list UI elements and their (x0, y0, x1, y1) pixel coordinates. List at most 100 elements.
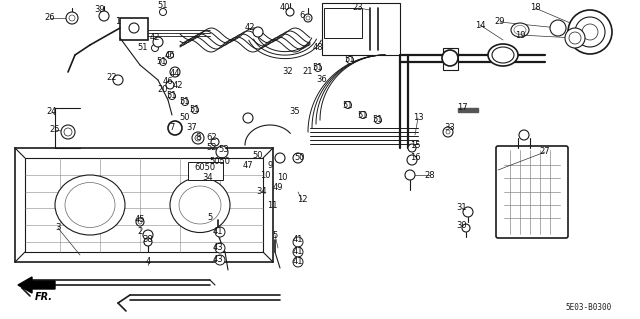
Circle shape (243, 113, 253, 123)
Circle shape (215, 227, 225, 237)
Text: 49: 49 (273, 183, 284, 192)
Text: 30: 30 (457, 220, 467, 229)
Circle shape (463, 207, 473, 217)
Circle shape (182, 99, 189, 106)
Ellipse shape (488, 44, 518, 66)
Circle shape (170, 67, 180, 77)
Ellipse shape (65, 182, 115, 227)
Text: 17: 17 (457, 103, 467, 113)
Circle shape (195, 135, 201, 141)
Text: 45: 45 (135, 216, 145, 225)
Text: 43: 43 (212, 243, 223, 253)
Ellipse shape (170, 177, 230, 233)
Text: 34: 34 (203, 174, 213, 182)
Ellipse shape (492, 47, 514, 63)
Circle shape (314, 64, 321, 71)
Text: 51: 51 (358, 110, 368, 120)
Circle shape (211, 138, 219, 146)
Text: 35: 35 (290, 108, 300, 116)
Circle shape (293, 257, 303, 267)
Text: 41: 41 (292, 248, 303, 256)
Text: 25: 25 (50, 125, 60, 135)
Circle shape (293, 247, 303, 257)
Text: 6: 6 (300, 11, 305, 19)
Text: 11: 11 (267, 201, 277, 210)
Text: 51: 51 (180, 98, 190, 107)
Circle shape (442, 50, 458, 66)
Text: 8: 8 (195, 133, 201, 143)
Circle shape (408, 144, 416, 152)
Text: 5050: 5050 (209, 158, 230, 167)
Circle shape (446, 130, 450, 134)
Text: 5: 5 (207, 213, 212, 222)
Text: 32: 32 (283, 68, 293, 77)
Text: 24: 24 (47, 108, 57, 116)
Text: 31: 31 (457, 204, 467, 212)
Text: 40: 40 (280, 4, 291, 12)
Ellipse shape (55, 175, 125, 235)
Text: 37: 37 (187, 123, 197, 132)
Circle shape (293, 153, 303, 163)
Text: 51: 51 (345, 56, 355, 64)
Circle shape (519, 130, 529, 140)
Circle shape (304, 14, 312, 22)
Text: 10: 10 (260, 170, 270, 180)
Text: 5: 5 (273, 231, 278, 240)
Text: 29: 29 (495, 18, 505, 26)
Text: 28: 28 (425, 170, 435, 180)
Circle shape (550, 20, 566, 36)
Text: 12: 12 (297, 196, 307, 204)
Text: 39: 39 (95, 5, 106, 14)
Circle shape (159, 9, 166, 16)
Text: 23: 23 (353, 4, 364, 12)
Circle shape (215, 255, 225, 265)
Text: 33: 33 (445, 123, 456, 132)
Circle shape (153, 37, 163, 47)
Circle shape (168, 121, 182, 135)
Text: 27: 27 (540, 147, 550, 157)
Circle shape (69, 15, 75, 21)
Polygon shape (18, 277, 55, 293)
Text: 50: 50 (295, 153, 305, 162)
Circle shape (462, 224, 470, 232)
Text: 15: 15 (410, 140, 420, 150)
Text: 41: 41 (292, 257, 303, 266)
Circle shape (582, 24, 598, 40)
Circle shape (443, 127, 453, 137)
Text: 26: 26 (45, 13, 55, 23)
Circle shape (144, 238, 152, 246)
Circle shape (293, 237, 303, 247)
Text: 52: 52 (207, 144, 217, 152)
Text: 43: 43 (212, 256, 223, 264)
Text: 16: 16 (410, 153, 420, 162)
Text: 47: 47 (243, 160, 253, 169)
Bar (443, 48, 458, 70)
Ellipse shape (514, 26, 526, 34)
Circle shape (113, 75, 123, 85)
Text: 50: 50 (253, 151, 263, 160)
Text: 48: 48 (313, 43, 323, 53)
Circle shape (286, 8, 294, 16)
Circle shape (275, 153, 285, 163)
Text: 41: 41 (212, 227, 223, 236)
Circle shape (191, 107, 198, 114)
Text: 62: 62 (207, 133, 218, 143)
Circle shape (166, 81, 174, 89)
Circle shape (407, 155, 417, 165)
Circle shape (565, 28, 585, 48)
Text: 14: 14 (475, 20, 485, 29)
Text: 7: 7 (170, 123, 175, 132)
Circle shape (306, 16, 310, 20)
Circle shape (64, 128, 72, 136)
Circle shape (346, 56, 353, 63)
Text: 3: 3 (55, 224, 61, 233)
Circle shape (168, 93, 175, 100)
Circle shape (360, 112, 367, 118)
Text: 6050: 6050 (195, 164, 216, 173)
Text: 36: 36 (317, 76, 328, 85)
FancyBboxPatch shape (496, 146, 568, 238)
Text: FR.: FR. (35, 292, 53, 302)
Text: 19: 19 (515, 31, 525, 40)
Circle shape (216, 146, 228, 158)
Text: 50: 50 (180, 114, 190, 122)
